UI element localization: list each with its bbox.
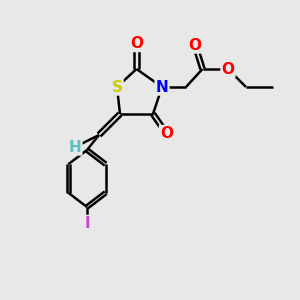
Text: O: O [221,61,235,76]
Text: N: N [156,80,168,94]
Text: H: H [69,140,81,154]
Text: O: O [130,36,143,51]
Text: O: O [188,38,202,52]
Text: O: O [160,126,173,141]
Text: S: S [112,80,122,94]
Text: I: I [84,216,90,231]
